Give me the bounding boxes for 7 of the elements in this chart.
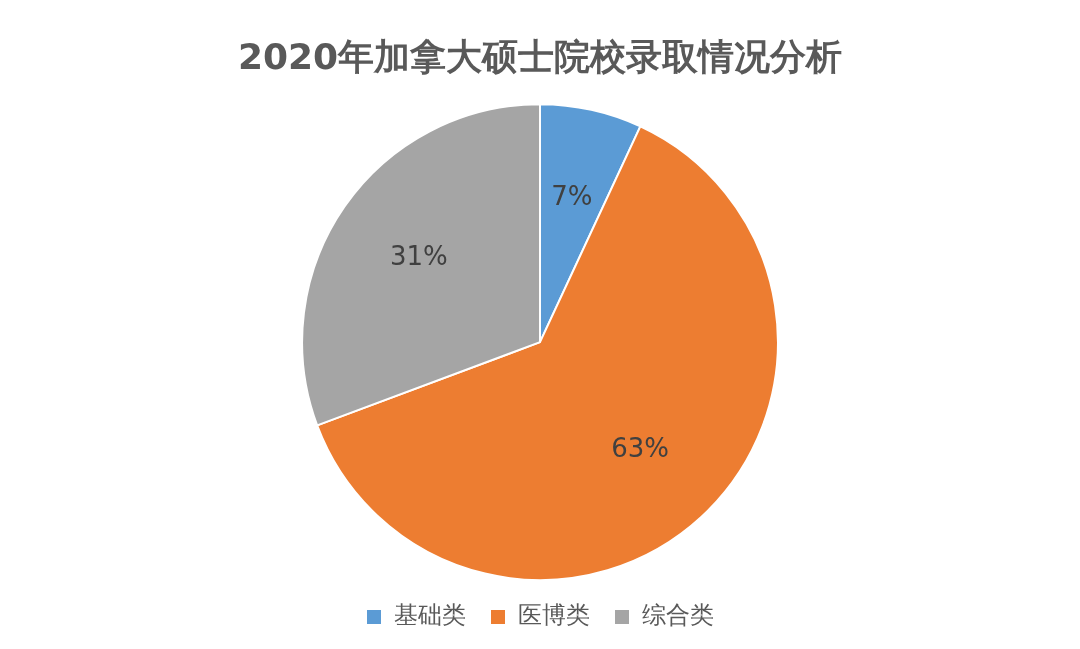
data-label: 63% <box>611 433 670 464</box>
legend-label: 医博类 <box>518 601 590 630</box>
data-label: 7% <box>551 180 593 211</box>
legend-label: 综合类 <box>642 601 714 630</box>
legend-label: 基础类 <box>394 601 466 630</box>
data-label: 31% <box>389 240 448 271</box>
chart-title: 2020年加拿大硕士院校录取情况分析 <box>237 35 843 77</box>
